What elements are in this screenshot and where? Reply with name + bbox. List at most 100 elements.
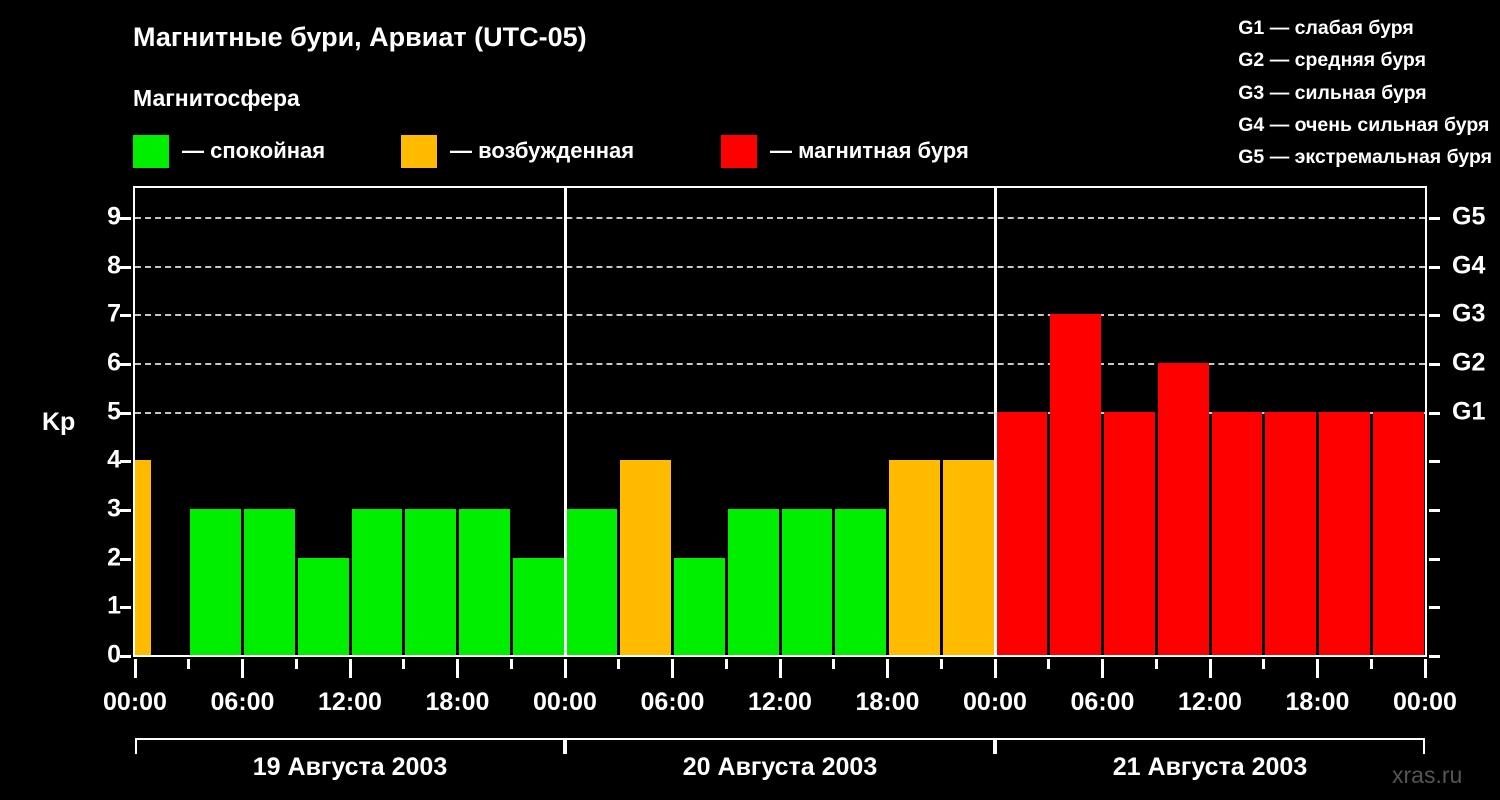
bar-10 bbox=[674, 557, 725, 655]
x-major-tick-6 bbox=[456, 659, 459, 678]
y-tick-9 bbox=[120, 217, 131, 221]
x-major-tick-20 bbox=[1208, 659, 1212, 678]
storm-scale-row-1: G2 — средняя буря bbox=[1238, 49, 1426, 72]
magnetosphere-legend-item-0: — спокойная bbox=[133, 133, 325, 169]
x-minor-tick-9 bbox=[617, 659, 621, 669]
gridline-kp-5 bbox=[135, 411, 1425, 414]
bar-16 bbox=[996, 411, 1048, 655]
x-tick-label-3: 18:00 bbox=[425, 688, 490, 716]
y-tick-5 bbox=[120, 411, 131, 415]
bar-15 bbox=[942, 460, 994, 655]
x-minor-tick-23 bbox=[1369, 659, 1373, 669]
x-minor-tick-19 bbox=[1154, 659, 1158, 669]
bar-3 bbox=[297, 557, 349, 655]
y-tick-label-1: 1 bbox=[107, 591, 121, 620]
bar-8 bbox=[566, 509, 618, 655]
day-separator bbox=[563, 188, 567, 655]
x-tick-label-10: 12:00 bbox=[1178, 688, 1242, 716]
bar-9 bbox=[620, 460, 671, 655]
day-bracket-2 bbox=[995, 738, 1425, 754]
x-tick-label-6: 12:00 bbox=[748, 688, 812, 716]
legend-label-2: — магнитная буря bbox=[770, 138, 969, 163]
day-bracket-1 bbox=[565, 738, 995, 754]
x-major-tick-16 bbox=[993, 659, 997, 678]
x-major-tick-8 bbox=[563, 659, 567, 678]
gridline-kp-7 bbox=[135, 314, 1425, 317]
g-label-G4: G4 bbox=[1452, 251, 1486, 280]
y-tick-4 bbox=[120, 460, 131, 464]
legend-swatch-icon-1 bbox=[401, 134, 437, 168]
x-minor-tick-7 bbox=[509, 659, 513, 669]
x-tick-label-12: 00:00 bbox=[1393, 688, 1457, 716]
magnetosphere-legend-item-1: — возбужденная bbox=[401, 133, 634, 169]
y-axis-title: Kp bbox=[42, 408, 76, 436]
bar-23 bbox=[1372, 411, 1424, 655]
storm-scale-row-0: G1 — слабая буря bbox=[1238, 17, 1414, 39]
day-label-1: 20 Августа 2003 bbox=[682, 753, 878, 781]
legend-label-0: — спокойная bbox=[182, 138, 326, 163]
bar-5 bbox=[405, 509, 456, 655]
magnetosphere-legend-item-2: — магнитная буря bbox=[721, 133, 969, 169]
legend-label-1: — возбужденная bbox=[450, 138, 635, 163]
page-title: Магнитные бури, Арвиат (UTC-05) bbox=[133, 22, 587, 52]
x-major-tick-10 bbox=[671, 659, 674, 678]
x-tick-label-7: 18:00 bbox=[855, 688, 920, 716]
g-label-G3: G3 bbox=[1452, 299, 1486, 328]
x-tick-label-9: 06:00 bbox=[1070, 688, 1135, 716]
g-minor-tick-2 bbox=[1429, 557, 1440, 561]
x-minor-tick-21 bbox=[1262, 659, 1266, 669]
g-minor-tick-3 bbox=[1429, 509, 1440, 513]
x-major-tick-2 bbox=[241, 659, 244, 678]
bar-17 bbox=[1050, 314, 1101, 655]
y-tick-label-5: 5 bbox=[107, 397, 121, 426]
g-tick-G3 bbox=[1429, 314, 1440, 318]
bar-6 bbox=[459, 509, 510, 655]
g-tick-G4 bbox=[1429, 265, 1440, 269]
legend-swatch-icon-0 bbox=[133, 134, 169, 168]
storm-scale-row-3: G4 — очень сильная буря bbox=[1238, 114, 1490, 137]
bar-20 bbox=[1211, 411, 1263, 655]
y-tick-0 bbox=[120, 655, 131, 658]
x-minor-tick-15 bbox=[939, 659, 943, 669]
bar-22 bbox=[1319, 411, 1370, 655]
gridline-kp-9 bbox=[135, 217, 1425, 220]
storm-scale-legend: G1 — слабая буря G2 — средняя буря G3 — си… bbox=[1238, 12, 1492, 174]
x-major-tick-14 bbox=[886, 659, 889, 678]
x-major-tick-22 bbox=[1316, 659, 1319, 678]
x-tick-label-1: 06:00 bbox=[210, 688, 275, 716]
bar-4 bbox=[351, 509, 403, 655]
bar-1 bbox=[190, 509, 241, 655]
magnetosphere-legend: — спокойная — возбужденная — магнитная бур… bbox=[133, 133, 1033, 169]
y-tick-6 bbox=[120, 363, 131, 367]
bar-21 bbox=[1265, 411, 1316, 655]
x-tick-label-2: 12:00 bbox=[318, 688, 382, 716]
day-separator bbox=[993, 188, 997, 655]
y-tick-1 bbox=[120, 606, 131, 610]
g-label-G5: G5 bbox=[1452, 202, 1486, 231]
g-tick-G5 bbox=[1429, 217, 1440, 221]
g-minor-tick-0 bbox=[1429, 655, 1440, 658]
x-tick-label-0: 00:00 bbox=[103, 688, 167, 716]
chart-plot-area bbox=[133, 186, 1427, 657]
gridline-kp-6 bbox=[135, 363, 1425, 366]
x-minor-tick-11 bbox=[724, 659, 728, 669]
bar-18 bbox=[1104, 411, 1155, 655]
g-minor-tick-4 bbox=[1429, 460, 1440, 464]
watermark: xras.ru bbox=[1392, 762, 1463, 788]
y-tick-label-2: 2 bbox=[107, 543, 121, 572]
x-major-tick-0 bbox=[133, 659, 137, 678]
y-tick-label-4: 4 bbox=[107, 445, 121, 474]
x-minor-tick-17 bbox=[1047, 659, 1051, 669]
magnetosphere-heading: Магнитосфера bbox=[133, 85, 300, 111]
bar-0 bbox=[135, 460, 152, 655]
x-tick-label-5: 06:00 bbox=[640, 688, 705, 716]
bar-2 bbox=[244, 509, 295, 655]
g-tick-G1 bbox=[1429, 411, 1440, 415]
day-bracket-0 bbox=[135, 738, 565, 754]
y-tick-label-3: 3 bbox=[107, 494, 121, 523]
y-tick-label-7: 7 bbox=[107, 299, 121, 328]
g-tick-G2 bbox=[1429, 363, 1440, 367]
bar-14 bbox=[889, 460, 940, 655]
bar-7 bbox=[512, 557, 564, 655]
y-tick-label-0: 0 bbox=[107, 640, 121, 669]
